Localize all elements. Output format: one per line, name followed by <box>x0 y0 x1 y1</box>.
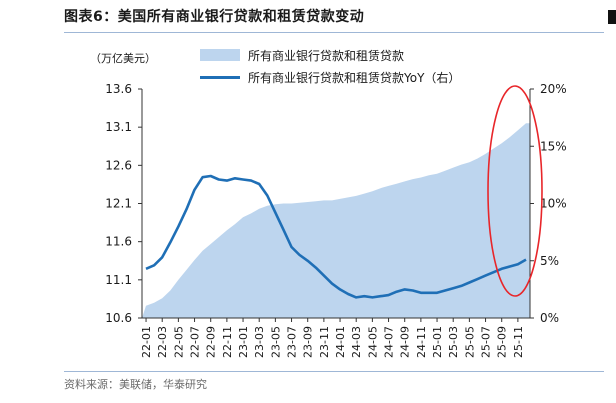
y-left-tick-label: 12.1 <box>105 197 132 211</box>
source-divider <box>64 371 604 372</box>
legend-label-line: 所有商业银行贷款和租赁贷款YoY（右） <box>248 70 461 85</box>
legend: 所有商业银行贷款和租赁贷款 所有商业银行贷款和租赁贷款YoY（右） <box>200 44 460 88</box>
y-left-tick-label: 13.1 <box>105 120 132 134</box>
highlight-ellipse <box>487 85 543 297</box>
x-tick-label: 22-05 <box>172 326 185 358</box>
x-tick-label: 23-03 <box>253 326 266 358</box>
x-tick-label: 25-07 <box>480 326 493 358</box>
figure-label: 图表6： <box>64 9 118 25</box>
y-right-tick-label: 5% <box>540 254 559 268</box>
legend-item-line: 所有商业银行贷款和租赁贷款YoY（右） <box>200 66 460 88</box>
source-note: 资料来源：美联储，华泰研究 <box>64 378 207 391</box>
x-tick-label: 24-11 <box>415 326 428 358</box>
x-tick-label: 23-05 <box>269 326 282 358</box>
unit-label: （万亿美元） <box>90 52 156 65</box>
x-tick-label: 22-03 <box>156 326 169 358</box>
x-tick-label: 24-09 <box>399 326 412 358</box>
cropped-edge-mark <box>608 10 616 24</box>
x-tick-label: 24-01 <box>334 326 347 358</box>
y-right-tick-label: 10% <box>540 197 567 211</box>
legend-label-area: 所有商业银行贷款和租赁贷款 <box>248 48 405 63</box>
figure-title: 图表6：美国所有商业银行贷款和租赁贷款变动 <box>64 6 604 30</box>
y-right-tick-label: 15% <box>540 139 567 153</box>
y-right-tick-label: 0% <box>540 311 559 325</box>
x-tick-label: 25-11 <box>512 326 525 358</box>
y-right-tick-label: 20% <box>540 82 567 96</box>
x-tick-label: 22-01 <box>140 326 153 358</box>
x-tick-label: 23-09 <box>302 326 315 358</box>
x-tick-label: 22-07 <box>189 326 202 358</box>
x-tick-label: 24-03 <box>350 326 363 358</box>
x-tick-label: 23-07 <box>286 326 299 358</box>
legend-swatch-line <box>200 75 240 79</box>
x-tick-label: 22-11 <box>221 326 234 358</box>
y-left-tick-label: 13.6 <box>105 82 132 96</box>
title-divider <box>64 32 604 33</box>
x-tick-label: 25-03 <box>447 326 460 358</box>
x-tick-label: 25-09 <box>496 326 509 358</box>
x-tick-label: 23-01 <box>237 326 250 358</box>
x-tick-label: 24-05 <box>366 326 379 358</box>
y-left-tick-label: 12.6 <box>105 158 132 172</box>
area-series-loans <box>142 123 530 318</box>
x-tick-label: 25-05 <box>463 326 476 358</box>
y-left-tick-label: 11.1 <box>105 273 132 287</box>
x-tick-label: 24-07 <box>383 326 396 358</box>
y-left-tick-label: 10.6 <box>105 311 132 325</box>
x-tick-label: 22-09 <box>205 326 218 358</box>
y-left-tick-label: 11.6 <box>105 235 132 249</box>
legend-swatch-area <box>200 49 240 61</box>
x-tick-label: 23-11 <box>318 326 331 358</box>
x-tick-label: 25-01 <box>431 326 444 358</box>
figure-title-text: 美国所有商业银行贷款和租赁贷款变动 <box>117 9 365 25</box>
line-series-yoy <box>145 174 527 299</box>
legend-item-area: 所有商业银行贷款和租赁贷款 <box>200 44 460 66</box>
